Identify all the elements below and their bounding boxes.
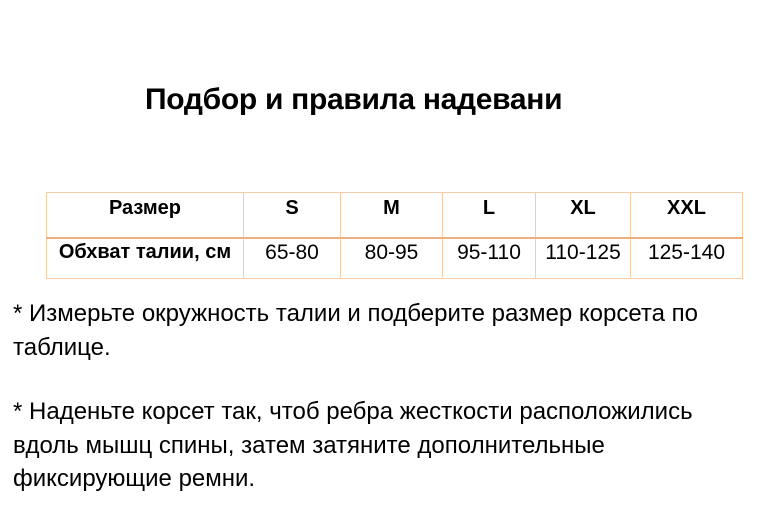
- note-line: * Измерьте окружность талии и подберите …: [13, 300, 698, 327]
- note-line: вдоль мышц спины, затем затяните дополни…: [13, 431, 605, 459]
- cell-waist-m: 80-95: [340, 237, 443, 279]
- note-line: * Наденьте корсет так, чтоб ребра жестко…: [13, 398, 693, 425]
- size-table: Размер S M L XL XXL Обхват талии, см 65-…: [46, 192, 743, 279]
- cell-waist-xxl: 125-140: [630, 237, 743, 279]
- header-cell-size: Размер: [46, 192, 244, 239]
- page-title: Подбор и правила надевани: [145, 83, 563, 116]
- note-line: фиксирующие ремни.: [13, 465, 256, 492]
- header-cell-xxl: XXL: [630, 192, 743, 239]
- header-cell-l: L: [442, 192, 536, 239]
- header-cell-m: M: [340, 192, 443, 239]
- note-measure-waist: * Измерьте окружность талии и подберите …: [13, 297, 763, 364]
- size-table-header-row: Размер S M L XL XXL: [46, 192, 743, 239]
- note-wearing-rules: * Наденьте корсет так, чтоб ребра жестко…: [13, 395, 763, 496]
- cell-waist-xl: 110-125: [535, 237, 631, 279]
- header-cell-xl: XL: [535, 192, 631, 239]
- cell-waist-s: 65-80: [243, 237, 341, 279]
- cell-waist-l: 95-110: [442, 237, 536, 279]
- header-cell-s: S: [243, 192, 341, 239]
- row-label-waist: Обхват талии, см: [46, 237, 244, 279]
- note-line: таблице.: [13, 333, 111, 361]
- size-table-data-row: Обхват талии, см 65-80 80-95 95-110 110-…: [46, 237, 743, 279]
